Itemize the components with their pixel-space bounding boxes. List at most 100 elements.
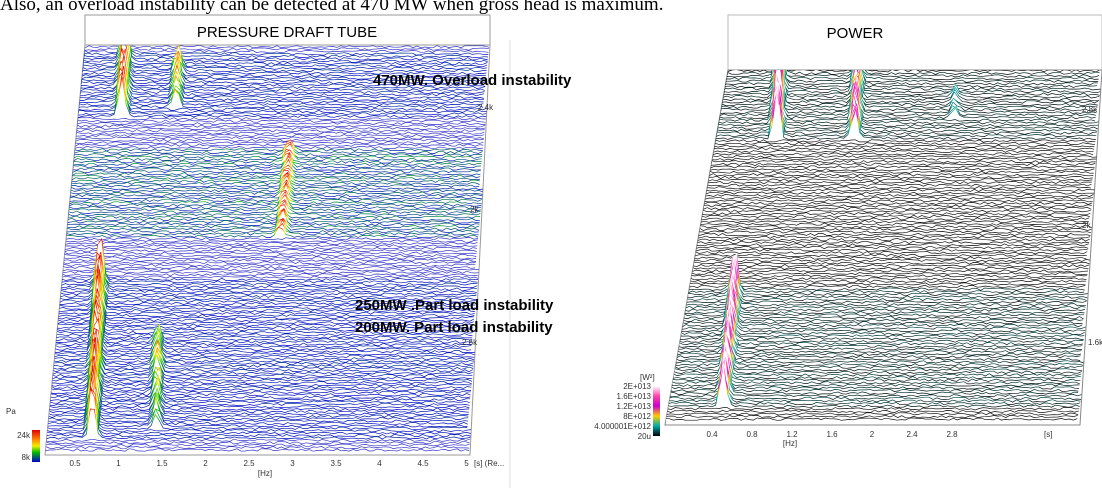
trace bbox=[668, 375, 1082, 400]
figure-title: POWER bbox=[827, 25, 884, 42]
trace bbox=[693, 256, 1087, 260]
axis-unit: [Hz] bbox=[258, 469, 272, 478]
x-tick-label: 2.8 bbox=[946, 430, 958, 439]
trace bbox=[688, 284, 1086, 289]
trace bbox=[684, 284, 1085, 315]
trace bbox=[675, 319, 1081, 361]
trace bbox=[64, 249, 477, 253]
trace bbox=[680, 307, 1085, 335]
annotation: 250MW .Part load instability bbox=[355, 297, 554, 314]
trace bbox=[64, 251, 477, 255]
trace bbox=[717, 83, 1099, 127]
trace bbox=[680, 292, 1083, 328]
colorbar-label: 1.6E+013 bbox=[617, 392, 652, 401]
trace bbox=[47, 373, 468, 423]
trace bbox=[70, 183, 483, 195]
trace bbox=[707, 183, 1092, 187]
trace bbox=[75, 141, 484, 145]
trace bbox=[666, 407, 1080, 411]
trace bbox=[690, 277, 1087, 281]
trace bbox=[700, 222, 1089, 226]
trace bbox=[74, 145, 484, 150]
trace bbox=[705, 191, 1095, 195]
trace bbox=[698, 233, 1091, 237]
trace bbox=[708, 175, 1093, 179]
trace bbox=[73, 148, 483, 159]
trace bbox=[690, 274, 1088, 278]
depth-tick-label: 2.4k bbox=[478, 103, 494, 112]
trace bbox=[73, 149, 482, 162]
trace bbox=[74, 139, 483, 152]
trace bbox=[80, 61, 485, 94]
trace bbox=[680, 297, 1086, 333]
x-tick-label: 3 bbox=[290, 459, 295, 468]
trace bbox=[665, 414, 1078, 419]
x-tick-label: 1.2 bbox=[786, 430, 798, 439]
trace bbox=[713, 149, 1094, 153]
trace bbox=[84, 47, 489, 51]
trace bbox=[711, 157, 1097, 161]
trace bbox=[669, 355, 1082, 398]
trace bbox=[693, 261, 1090, 265]
trace bbox=[726, 70, 1100, 78]
trace bbox=[70, 179, 483, 193]
trace bbox=[70, 172, 480, 188]
trace bbox=[695, 248, 1088, 252]
trace bbox=[707, 181, 1092, 185]
trace bbox=[74, 143, 484, 147]
trace bbox=[678, 317, 1083, 346]
trace bbox=[67, 218, 480, 229]
trace bbox=[671, 357, 1080, 385]
trace bbox=[62, 273, 479, 277]
x-tick-label: 4 bbox=[377, 459, 382, 468]
trace bbox=[708, 178, 1093, 182]
trace bbox=[714, 141, 1095, 146]
trace bbox=[77, 117, 486, 121]
trace bbox=[45, 448, 470, 452]
trace bbox=[711, 160, 1096, 164]
trace bbox=[678, 315, 1083, 348]
trace bbox=[72, 155, 481, 171]
trace bbox=[65, 241, 478, 246]
trace bbox=[696, 243, 1089, 247]
trace bbox=[696, 240, 1090, 245]
trace bbox=[682, 282, 1083, 325]
trace bbox=[71, 172, 480, 183]
trace bbox=[68, 199, 481, 212]
trace bbox=[676, 316, 1081, 359]
trace bbox=[704, 196, 1094, 200]
trace bbox=[705, 194, 1094, 198]
trace bbox=[69, 182, 483, 200]
trace bbox=[73, 155, 482, 166]
trace bbox=[79, 70, 484, 104]
colorbar bbox=[653, 386, 660, 436]
caption: Also, an overload instability can be det… bbox=[0, 0, 663, 15]
trace bbox=[712, 152, 1094, 156]
trace bbox=[62, 270, 479, 274]
trace bbox=[668, 377, 1081, 403]
trace bbox=[669, 356, 1079, 395]
trace bbox=[66, 223, 479, 236]
trace bbox=[75, 138, 484, 142]
x-tick-label: 0.8 bbox=[746, 430, 758, 439]
trace bbox=[683, 282, 1085, 317]
trace bbox=[693, 258, 1090, 263]
trace bbox=[45, 443, 470, 447]
trace bbox=[674, 332, 1083, 369]
trace bbox=[708, 173, 1094, 177]
trace bbox=[706, 186, 1091, 190]
trace bbox=[71, 169, 480, 181]
axis-unit: [s] (Re... bbox=[474, 459, 504, 468]
trace bbox=[67, 208, 480, 226]
trace bbox=[682, 289, 1084, 322]
trace bbox=[695, 245, 1089, 250]
x-tick-label: 2.4 bbox=[906, 430, 918, 439]
x-tick-label: 1.6 bbox=[826, 430, 838, 439]
trace bbox=[674, 340, 1084, 367]
trace bbox=[689, 279, 1087, 283]
trace bbox=[716, 92, 1097, 135]
trace bbox=[710, 162, 1096, 167]
trace bbox=[701, 214, 1090, 218]
trace bbox=[671, 351, 1080, 387]
trace bbox=[67, 211, 480, 224]
